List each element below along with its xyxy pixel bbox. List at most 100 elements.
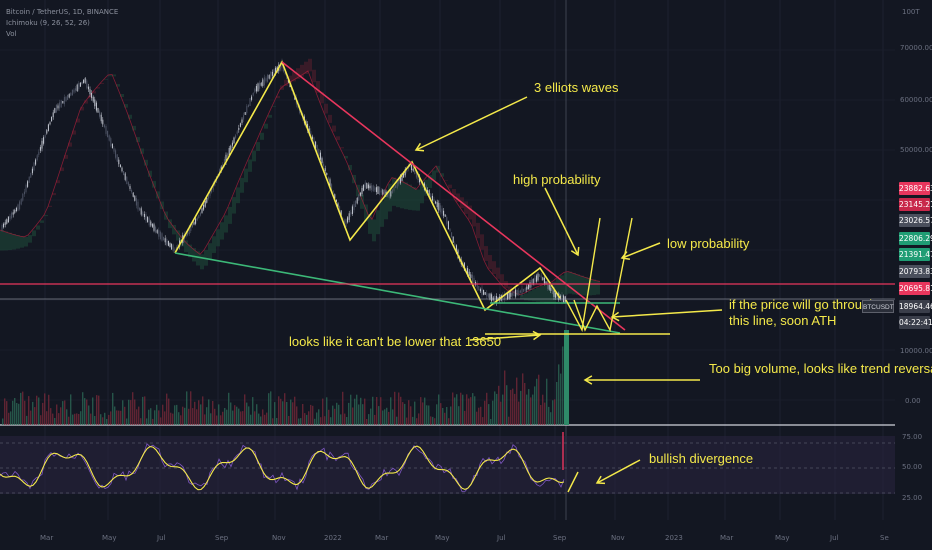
downtrend-line [281, 61, 626, 331]
volume-bar [326, 397, 328, 425]
price-label-50k: 50000.00 [900, 146, 932, 154]
candle-body [123, 171, 125, 176]
cloud-segment [408, 184, 412, 210]
candle-body [49, 122, 51, 125]
candle-body [148, 217, 150, 226]
cloud-segment [116, 84, 120, 87]
price-label-70k: 70000.00 [900, 44, 932, 52]
volume-bar [306, 414, 308, 425]
candle-body [171, 243, 173, 250]
candle-body [163, 236, 165, 241]
volume-bar [466, 394, 468, 425]
candle-body [260, 82, 262, 86]
candle-body [398, 179, 400, 185]
cloud-segment [312, 69, 316, 83]
volume-bar [206, 407, 208, 425]
volume-bar [444, 412, 446, 425]
volume-bar [350, 394, 352, 425]
candle-body [97, 108, 99, 113]
candle-body [87, 86, 89, 90]
candle-body [7, 216, 9, 223]
price-label-top: 100T [902, 8, 920, 16]
cloud-segment [96, 87, 100, 89]
candle-body [390, 191, 392, 197]
volume-bar [124, 406, 126, 425]
candle-body [9, 215, 11, 220]
candle-body [196, 217, 198, 221]
candle-body [518, 290, 520, 294]
cloud-segment [396, 179, 400, 208]
candle-body [119, 164, 121, 168]
symbol-tag[interactable]: BTCUSDT [862, 300, 894, 313]
volume-bar [154, 410, 156, 425]
volume-bar [472, 393, 474, 425]
cloud-segment [216, 229, 220, 247]
candle-body [92, 96, 94, 102]
candle-body [35, 159, 37, 165]
volume-bar [396, 416, 398, 425]
candle-body [395, 185, 397, 188]
cloud-segment [400, 180, 404, 209]
cloud-segment [404, 182, 408, 210]
volume-bar [540, 405, 542, 425]
price-tag: 23145.21 [899, 198, 932, 211]
candle-body [212, 183, 214, 190]
candle-body [159, 231, 161, 239]
cloud-segment [220, 222, 224, 240]
candle-body [12, 212, 14, 215]
annotation-high-probability: high probability [513, 172, 601, 187]
x-tick-label: Jul [496, 534, 506, 542]
annotation-volume: Too big volume, looks like trend reversa… [709, 361, 932, 376]
candle-body [161, 233, 163, 241]
candle-body [358, 194, 360, 201]
cloud-segment [244, 168, 248, 183]
volume-bar [70, 394, 72, 425]
volume-bar [506, 385, 508, 425]
cloud-segment [300, 64, 304, 77]
candles [1, 58, 566, 306]
volume-bar [52, 413, 54, 425]
candle-body [263, 77, 265, 86]
volume-bar [406, 417, 408, 425]
volume-bar [174, 405, 176, 425]
volume-bar [220, 415, 222, 425]
volume-bar [222, 411, 224, 425]
candle-body [353, 204, 355, 211]
volume-bar [500, 401, 502, 425]
candle-body [121, 167, 123, 172]
candle-body [359, 192, 361, 196]
volume-bar [72, 414, 74, 425]
volume-bar [166, 393, 168, 425]
candle-body [238, 127, 240, 130]
volume-bar [74, 413, 76, 425]
volume-bar [202, 396, 204, 425]
volume-bar [290, 399, 292, 425]
volume-bar [76, 413, 78, 425]
candle-body [521, 288, 523, 294]
candle-body [84, 78, 86, 83]
cloud-segment [432, 170, 436, 181]
volume-bar [320, 417, 322, 425]
candle-body [51, 116, 53, 122]
cloud-segment [488, 255, 492, 270]
candle-body [487, 293, 489, 298]
candle-body [235, 135, 237, 138]
volume-bar [182, 406, 184, 425]
volume-bar [316, 412, 318, 425]
volume-bar [244, 394, 246, 425]
volume-bar [24, 400, 26, 425]
volume-bar [400, 396, 402, 425]
cloud-segment [524, 293, 528, 301]
cloud-segment [132, 125, 136, 131]
volume-bar [216, 415, 218, 425]
volume-bar [298, 418, 300, 425]
candle-body [478, 286, 480, 291]
cloud-segment [272, 106, 276, 107]
candle-body [435, 201, 437, 204]
volume-bar [408, 400, 410, 425]
volume-spike [564, 330, 569, 425]
candle-body [115, 150, 117, 158]
volume-bar [172, 413, 174, 425]
